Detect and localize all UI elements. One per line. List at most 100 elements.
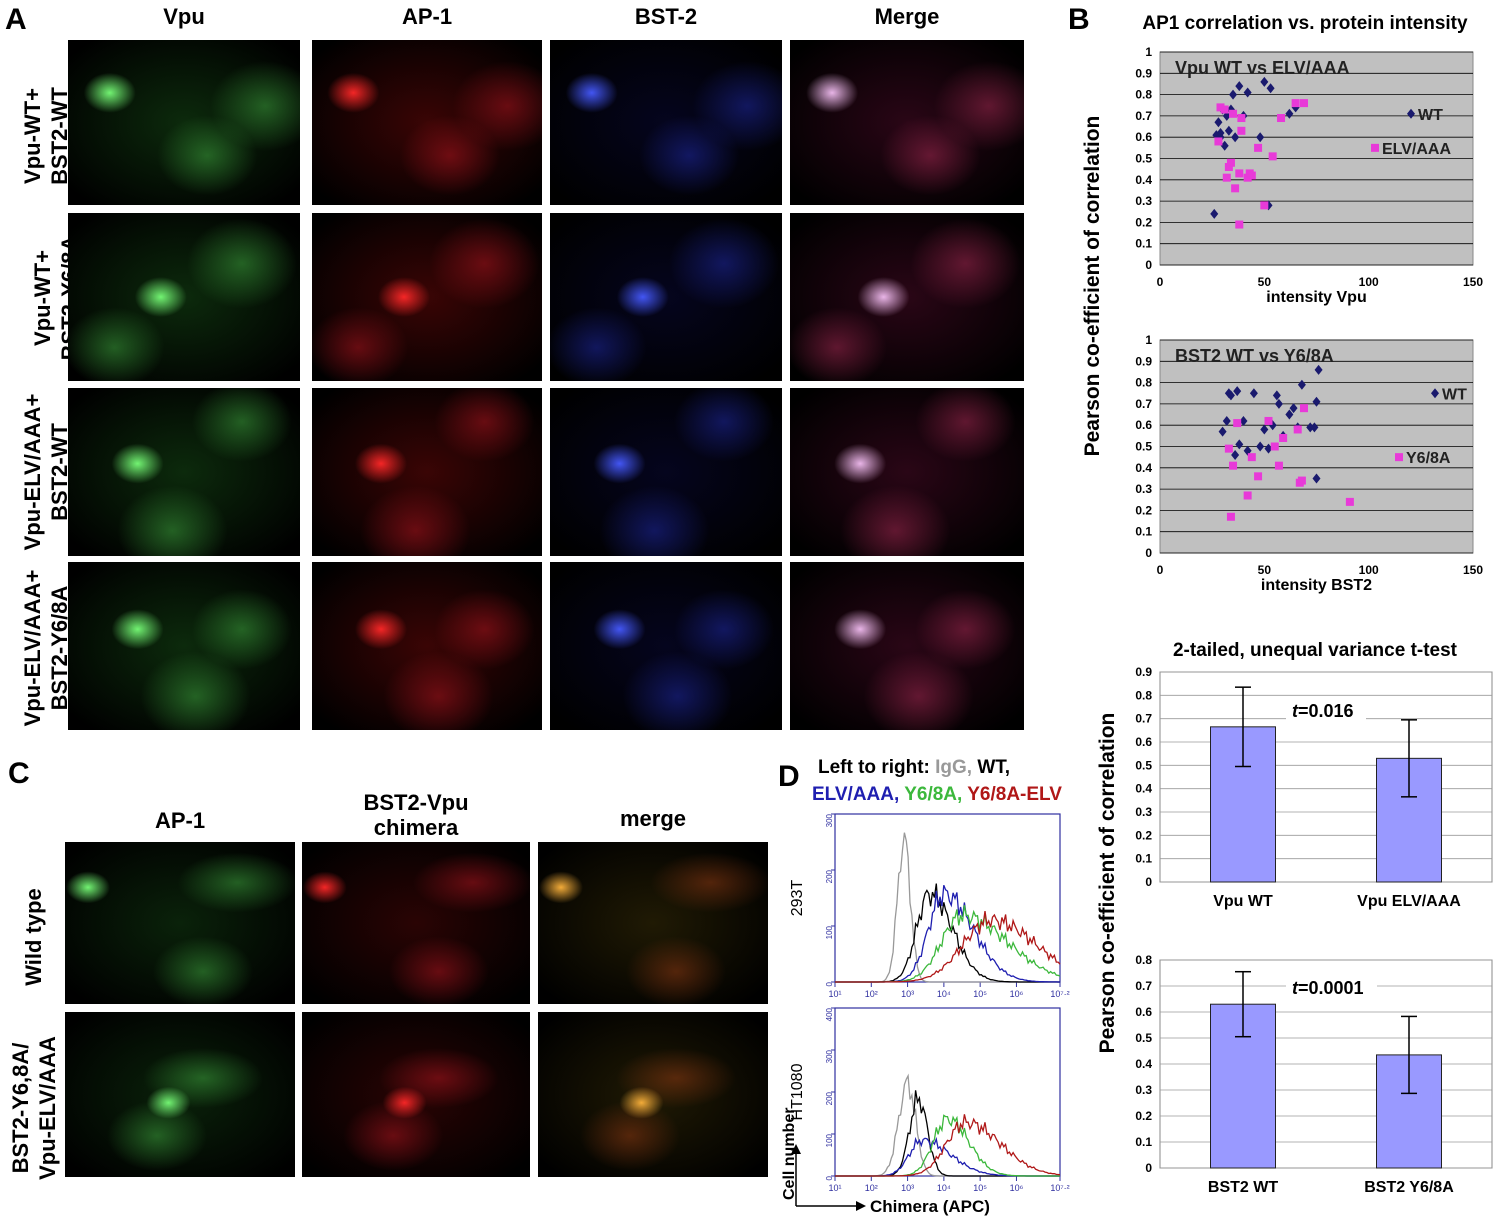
x-tick-label: 10³ — [901, 1183, 914, 1193]
micrograph-tile — [68, 562, 300, 730]
x-tick-label: 100 — [1359, 563, 1379, 577]
flow-histogram-293t: 0 100 200 300 10¹ 10² 10³ 10⁴ 10⁵ 10⁶ 10⁷·² 293T — [789, 813, 1070, 999]
y-tick-label: 100 — [825, 925, 834, 939]
x-tick-label: 50 — [1258, 275, 1272, 289]
data-point — [1279, 433, 1288, 442]
y-tick-label: 0.9 — [1135, 66, 1152, 80]
data-point — [1249, 388, 1258, 399]
data-point — [1270, 442, 1279, 451]
data-point — [1231, 184, 1240, 193]
data-point — [1293, 425, 1302, 434]
data-point — [1299, 99, 1308, 108]
data-point — [1235, 439, 1244, 450]
data-point — [1222, 415, 1231, 426]
data-point — [1260, 76, 1269, 87]
x-tick-label: 10¹ — [828, 1183, 841, 1193]
panel-d-legend-line1: Left to right: IgG, WT, — [818, 757, 1011, 778]
legend-label: ELV/AAA — [1382, 141, 1451, 158]
data-point — [1254, 143, 1263, 152]
chart-subtitle: BST2 WT vs Y6/8A — [1175, 346, 1334, 366]
panel-c-row-label: Wild type — [21, 888, 46, 986]
data-point — [1285, 108, 1294, 119]
x-tick-label: 10⁷·² — [1050, 1183, 1069, 1193]
data-point — [1216, 127, 1225, 138]
data-point — [1235, 81, 1244, 92]
y-tick-label: 0.6 — [1135, 735, 1152, 749]
y-tick-label: 0.1 — [1135, 237, 1152, 251]
y-tick-label: 0 — [825, 981, 834, 986]
panel-label-d: D — [778, 760, 800, 793]
y-tick-label: 1 — [1145, 333, 1152, 347]
y-tick-label: 100 — [825, 1133, 834, 1147]
data-point — [1233, 386, 1242, 397]
data-point — [1277, 114, 1286, 123]
panel-c-col-merge: merge — [619, 806, 687, 831]
x-tick-label: 10⁷·² — [1050, 989, 1069, 999]
y-tick-label: 0.6 — [1135, 130, 1152, 144]
scatter-chart-bst2: 0 0.1 0.2 0.3 0.4 0.5 0.6 0.7 0.8 0.9 1 0 50 100 150 in… — [1135, 333, 1483, 594]
histogram-curve — [835, 1114, 1061, 1177]
data-point — [1268, 420, 1277, 431]
cell-line-label: HT1080 — [789, 1063, 806, 1120]
data-point — [1229, 89, 1238, 100]
micrograph-tile — [68, 213, 300, 381]
y-tick-label: 1 — [1145, 45, 1152, 59]
legend-y68a-elv: Y6/8A-ELV — [967, 784, 1062, 805]
data-point — [1243, 491, 1252, 500]
data-point — [1233, 419, 1242, 428]
legend-label: Y6/8A — [1406, 450, 1451, 467]
data-point — [1235, 169, 1244, 178]
micrograph-tile — [65, 842, 295, 1004]
legend-label: WT — [1442, 386, 1467, 403]
data-point — [1222, 110, 1231, 121]
x-axis-label: intensity BST2 — [1261, 577, 1372, 594]
panel-a-row-label: Vpu-ELV/AAA+ BST2-Y6/8A — [20, 569, 72, 727]
data-point — [1226, 390, 1235, 401]
panel-a-col-bst2: BST-2 — [634, 4, 698, 29]
data-point — [1224, 125, 1233, 136]
t-annotation: t=0.016 — [1292, 701, 1354, 721]
panel-a-col-merge: Merge — [874, 4, 940, 29]
x-tick-label: 10¹ — [828, 989, 841, 999]
chart-subtitle: Vpu WT vs ELV/AAA — [1175, 58, 1350, 78]
data-point — [1256, 441, 1265, 452]
data-point — [1289, 403, 1298, 414]
data-point — [1231, 132, 1240, 143]
data-point — [1214, 137, 1223, 146]
data-point — [1314, 364, 1323, 375]
panel-c-col-ap1: AP-1 — [154, 808, 206, 833]
micrograph-tile — [68, 388, 300, 556]
data-point — [1226, 158, 1235, 167]
data-point — [1243, 445, 1252, 456]
y-tick-label: 200 — [825, 869, 834, 883]
x-tick-label: 10⁴ — [937, 989, 951, 999]
panel-label-c: C — [8, 757, 30, 790]
annotation-box — [1286, 698, 1366, 722]
data-point — [1222, 173, 1231, 182]
x-tick-label: 10² — [865, 1183, 878, 1193]
category-label: Vpu WT — [1213, 893, 1273, 910]
y-tick-label: 0.8 — [1135, 376, 1152, 390]
y-tick-label: 0.7 — [1135, 397, 1152, 411]
legend-y68a: Y6/8A, — [904, 784, 963, 805]
data-point — [1220, 140, 1229, 151]
bar-chart-title: 2-tailed, unequal variance t-test — [1172, 640, 1458, 661]
micrograph-tile — [790, 562, 1024, 730]
data-point — [1239, 415, 1248, 426]
x-tick-label: 10⁵ — [973, 989, 987, 999]
cell-line-label: 293T — [789, 880, 806, 917]
legend-elv-aaa: ELV/AAA, — [812, 784, 900, 805]
legend-marker — [1431, 388, 1439, 399]
micrograph-tile — [312, 562, 542, 730]
data-point — [1297, 476, 1306, 485]
y-tick-label: 0.6 — [1135, 1005, 1152, 1019]
y-tick-label: 0 — [1145, 875, 1152, 889]
data-point — [1224, 163, 1233, 172]
y-tick-label: 0 — [1145, 258, 1152, 272]
micrograph-tile — [538, 842, 768, 1004]
data-point — [1218, 426, 1227, 437]
y-tick-label: 0 — [1145, 1161, 1152, 1175]
y-tick-label: 0.3 — [1135, 1083, 1152, 1097]
panel-a-row-label: Vpu-ELV/AAA+ BST2-WT — [20, 393, 72, 551]
x-tick-label: 0 — [1157, 275, 1164, 289]
